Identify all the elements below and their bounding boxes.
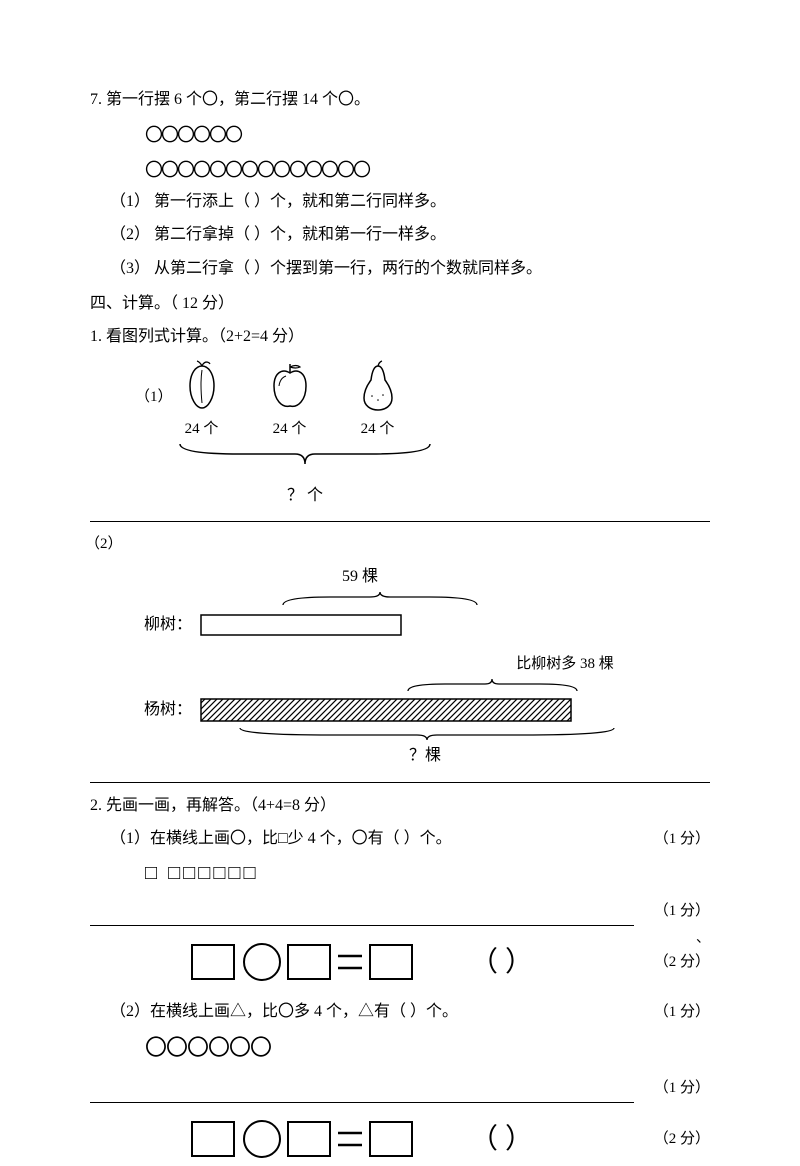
answer-line-1[interactable] (90, 521, 710, 522)
section4-header: 四、计算。（ 12 分） (90, 289, 710, 319)
sub1-label: （1） (135, 383, 173, 412)
q2-sub2: （2）在横线上画△，比〇多 4 个，△有（ ）个。 (90, 997, 458, 1027)
peach-count: 24 个 (185, 415, 219, 444)
peach-icon (178, 358, 226, 413)
q2-circles: 〇〇〇〇〇〇 (90, 1027, 710, 1069)
brace-down-icon (175, 441, 435, 469)
points-1c: （1 分） (654, 998, 710, 1027)
big-paren-1[interactable]: （ ） (470, 936, 533, 989)
points-1d: （1 分） (654, 1074, 710, 1103)
pear-count: 24 个 (361, 415, 395, 444)
apple-item: 24 个 (266, 358, 314, 444)
apple-icon (266, 358, 314, 413)
brace-top-compare (405, 679, 580, 693)
question-tree: ？棵 (240, 741, 610, 771)
q7-row1-circles: 〇〇〇〇〇〇 (90, 118, 710, 152)
sub2-label: （2） (85, 530, 123, 559)
brace-bottom-yang (237, 725, 617, 741)
tree-59-label: 59 棵 (260, 562, 460, 592)
yang-label: 杨树： (130, 695, 200, 725)
draw-line-1[interactable] (90, 904, 634, 926)
tree-diagram: 59 棵 柳树： 比柳树多 38 棵 杨树： ？棵 (130, 562, 710, 772)
q7-title: 7. 第一行摆 6 个〇，第二行摆 14 个〇。 (90, 85, 710, 115)
q2-squares: □ □□□□□□ (90, 854, 710, 892)
apple-count: 24 个 (273, 415, 307, 444)
q7-sub3: （3） 从第二行拿（ ）个摆到第一行，两行的个数就同样多。 (90, 254, 710, 284)
q7-row2-circles: 〇〇〇〇〇〇〇〇〇〇〇〇〇〇 (90, 153, 710, 187)
equation-boxes-2[interactable] (190, 1118, 450, 1160)
points-1b: （1 分） (654, 897, 710, 926)
answer-line-2[interactable] (90, 782, 710, 783)
points-1a: （1 分） (654, 825, 710, 854)
q2-sub1: （1）在横线上画〇，比□少 4 个，〇有（ ）个。 (90, 824, 452, 854)
q2-header: 2. 先画一画，再解答。（4+4=8 分） (90, 791, 710, 821)
q7-sub1: （1） 第一行添上（ ）个，就和第二行同样多。 (90, 187, 710, 217)
liu-label: 柳树： (130, 610, 200, 640)
fruit-problem: （1） 24 个 24 个 (90, 358, 710, 444)
draw-line-2[interactable] (90, 1081, 634, 1103)
q7-sub2: （2） 第二行拿掉（ ）个，就和第一行一样多。 (90, 220, 710, 250)
big-paren-2[interactable]: （ ） (470, 1113, 533, 1166)
q1-header: 1. 看图列式计算。（2+2=4 分） (90, 322, 710, 352)
points-2b: （2 分） (654, 1125, 710, 1154)
brace-top-liu (240, 592, 520, 608)
liu-bar (200, 614, 410, 636)
pear-item: 24 个 (354, 358, 402, 444)
points-2a: （2 分） (654, 948, 710, 977)
yang-bar (200, 698, 580, 722)
equation-boxes-1[interactable] (190, 941, 450, 983)
compare-label: 比柳树多 38 棵 (420, 650, 710, 679)
tiny-mark: 、 (696, 926, 710, 953)
pear-icon (354, 358, 402, 413)
fruit-question: ？ 个 (175, 481, 435, 511)
peach-item: 24 个 (178, 358, 226, 444)
